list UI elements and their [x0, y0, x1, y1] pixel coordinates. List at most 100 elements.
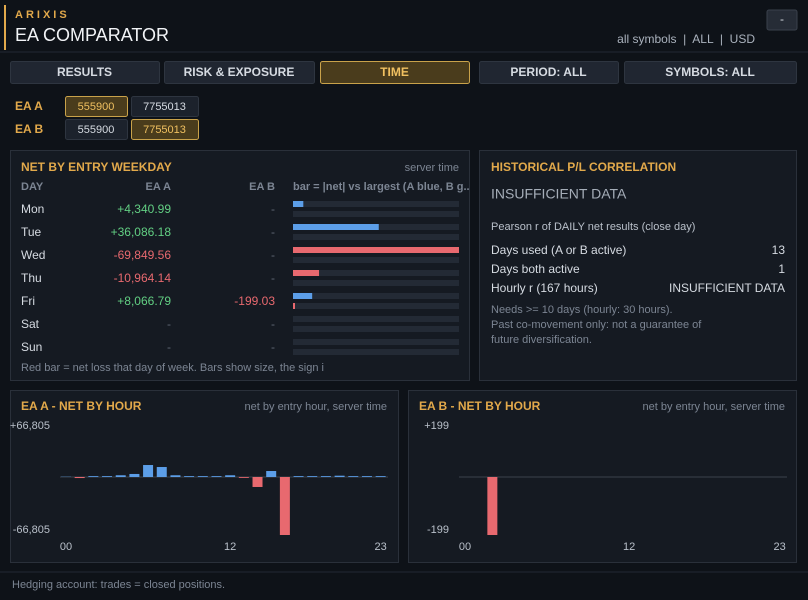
bar — [293, 293, 313, 299]
account-chip-label[interactable]: 555900 — [78, 124, 115, 136]
collapse-button-label[interactable]: - — [780, 12, 784, 26]
bar — [293, 303, 295, 309]
tab[interactable] — [479, 61, 619, 84]
bar-track — [293, 211, 459, 217]
ea-a-value: - — [167, 317, 171, 331]
account-chip[interactable] — [131, 119, 199, 140]
bar-track — [293, 257, 459, 263]
tab[interactable] — [624, 61, 797, 84]
tab-label[interactable]: SYMBOLS: ALL — [665, 65, 755, 79]
bar — [279, 477, 290, 535]
bar — [129, 473, 140, 477]
day-label: Tue — [21, 225, 42, 239]
account-chip[interactable] — [65, 96, 128, 117]
stat-label: Days both active — [491, 262, 580, 276]
app-title: EA COMPARATOR — [15, 25, 169, 45]
bar — [115, 475, 126, 477]
day-label: Sat — [21, 317, 40, 331]
day-label: Mon — [21, 202, 44, 216]
bar-track — [293, 280, 459, 286]
stat-label: Hourly r (167 hours) — [491, 281, 598, 295]
account-chip-label[interactable]: 7755013 — [143, 101, 186, 113]
tab[interactable] — [10, 61, 160, 84]
bar — [88, 476, 99, 477]
column-header: EA A — [146, 181, 172, 193]
filters: all symbols | ALL | USD — [617, 32, 755, 46]
ea-a-value: +8,066.79 — [117, 294, 171, 308]
y-tick-label: +66,805 — [10, 420, 50, 432]
bar — [184, 476, 195, 477]
account-chip-label[interactable]: 7755013 — [143, 124, 186, 136]
panel-title: HISTORICAL P/L CORRELATION — [491, 160, 676, 174]
column-header: DAY — [21, 181, 44, 193]
panel-note: server time — [405, 162, 459, 174]
x-tick-label: 00 — [60, 541, 72, 553]
panel-title: NET BY ENTRY WEEKDAY — [21, 160, 172, 174]
account-chip-label[interactable]: 555900 — [78, 101, 115, 113]
day-label: Thu — [21, 271, 42, 285]
chart-title: EA B - NET BY HOUR — [419, 399, 541, 413]
ea-b-value: - — [271, 225, 275, 239]
x-tick-label: 23 — [375, 541, 387, 553]
bar-track — [293, 339, 459, 345]
bar-track — [293, 316, 459, 322]
ea-b-value: - — [271, 271, 275, 285]
ea-a-value: -69,849.56 — [114, 248, 172, 262]
day-label: Sun — [21, 340, 42, 354]
bar — [293, 247, 459, 253]
bar — [143, 465, 154, 477]
bar — [348, 476, 359, 477]
bar — [197, 476, 208, 477]
bar-track — [293, 349, 459, 355]
bar — [293, 224, 379, 230]
day-label: Fri — [21, 294, 35, 308]
column-header: bar = |net| vs largest (A blue, B g.. — [293, 181, 470, 193]
tab-label[interactable]: RESULTS — [57, 65, 112, 79]
status: INSUFFICIENT DATA — [491, 186, 627, 202]
description: Pearson r of DAILY net results (close da… — [491, 221, 695, 233]
ea-b-value: - — [271, 202, 275, 216]
chart-subtitle: net by entry hour, server time — [245, 401, 387, 413]
bar — [334, 475, 345, 477]
account-chip[interactable] — [131, 96, 199, 117]
day-label: Wed — [21, 248, 45, 262]
tab-label[interactable]: PERIOD: ALL — [510, 65, 586, 79]
bar — [293, 476, 304, 477]
correlation-panel — [479, 150, 797, 381]
chart-subtitle: net by entry hour, server time — [643, 401, 785, 413]
footer-text: Hedging account: trades = closed positio… — [12, 579, 225, 591]
bar — [487, 477, 498, 535]
bar — [102, 476, 113, 477]
bar — [225, 475, 236, 477]
y-tick-label: +199 — [424, 420, 449, 432]
account-chip[interactable] — [65, 119, 128, 140]
bar — [211, 476, 222, 477]
stat-value: INSUFFICIENT DATA — [669, 281, 785, 295]
y-tick-label: -66,805 — [13, 524, 50, 536]
tab-label[interactable]: TIME — [380, 65, 409, 79]
bar — [361, 476, 372, 477]
header-accent — [4, 5, 6, 50]
ea-b-value: - — [271, 340, 275, 354]
ea-a-value: -10,964.14 — [114, 271, 172, 285]
stat-value: 1 — [778, 262, 785, 276]
bar-track — [293, 234, 459, 240]
footnote: Red bar = net loss that day of week. Bar… — [21, 362, 324, 374]
bar-track — [293, 293, 459, 299]
bar — [293, 201, 304, 207]
bar — [307, 476, 318, 477]
ea-a-value: +36,086.18 — [111, 225, 172, 239]
bar — [170, 475, 181, 477]
ea-b-value: -199.03 — [234, 294, 275, 308]
tab-label[interactable]: RISK & EXPOSURE — [184, 65, 295, 79]
tab[interactable] — [164, 61, 315, 84]
note: future diversification. — [491, 334, 592, 346]
x-tick-label: 12 — [623, 541, 635, 553]
bar — [74, 477, 85, 479]
collapse-button[interactable] — [766, 9, 798, 31]
bar-track — [293, 326, 459, 332]
ea-a-value: +4,340.99 — [117, 202, 171, 216]
x-tick-label: 00 — [459, 541, 471, 553]
bar — [252, 477, 263, 487]
tab[interactable] — [320, 61, 470, 84]
